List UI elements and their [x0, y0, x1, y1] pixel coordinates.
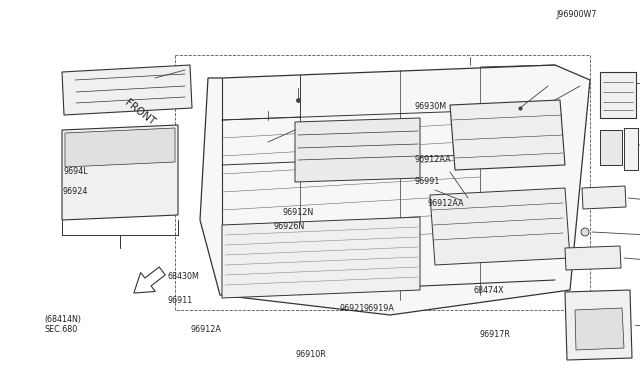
Polygon shape [65, 128, 175, 167]
Text: 9694L: 9694L [63, 167, 88, 176]
Text: FRONT: FRONT [123, 97, 157, 127]
Circle shape [357, 152, 363, 158]
Polygon shape [222, 217, 420, 298]
Polygon shape [600, 130, 622, 165]
Text: 96917R: 96917R [480, 330, 511, 339]
Text: 96912A: 96912A [191, 326, 221, 334]
Text: 96912AA: 96912AA [428, 199, 464, 208]
Polygon shape [134, 267, 165, 293]
Text: 96912AA: 96912AA [415, 155, 451, 164]
Text: 68430M: 68430M [168, 272, 200, 280]
Polygon shape [450, 100, 565, 170]
Bar [157, 183, 169, 197]
Text: 96911: 96911 [168, 296, 193, 305]
Text: 68474X: 68474X [474, 286, 504, 295]
Bar [603, 136, 613, 143]
Text: SEC.680: SEC.680 [45, 325, 78, 334]
Bar [603, 146, 613, 153]
Polygon shape [430, 188, 570, 265]
Text: (68414N): (68414N) [45, 315, 82, 324]
Circle shape [581, 228, 589, 236]
Text: 96921: 96921 [339, 304, 365, 313]
Polygon shape [582, 186, 626, 209]
Polygon shape [600, 72, 636, 118]
Polygon shape [200, 65, 590, 315]
Text: 96930M: 96930M [415, 102, 447, 110]
Polygon shape [62, 125, 178, 220]
Text: 96910R: 96910R [296, 350, 326, 359]
Text: 96912N: 96912N [283, 208, 314, 217]
Polygon shape [624, 128, 638, 170]
Text: J96900W7: J96900W7 [557, 10, 597, 19]
Polygon shape [565, 290, 632, 360]
Polygon shape [575, 308, 624, 350]
Bar [124, 183, 136, 197]
Text: 96991: 96991 [415, 177, 440, 186]
Polygon shape [565, 246, 621, 270]
Polygon shape [295, 118, 420, 182]
Text: 96919A: 96919A [364, 304, 394, 313]
Text: 96924: 96924 [63, 187, 88, 196]
Bar [603, 156, 613, 163]
Text: 96926N: 96926N [274, 222, 305, 231]
Circle shape [87, 187, 97, 197]
Polygon shape [62, 65, 192, 115]
Bar [142, 183, 154, 197]
